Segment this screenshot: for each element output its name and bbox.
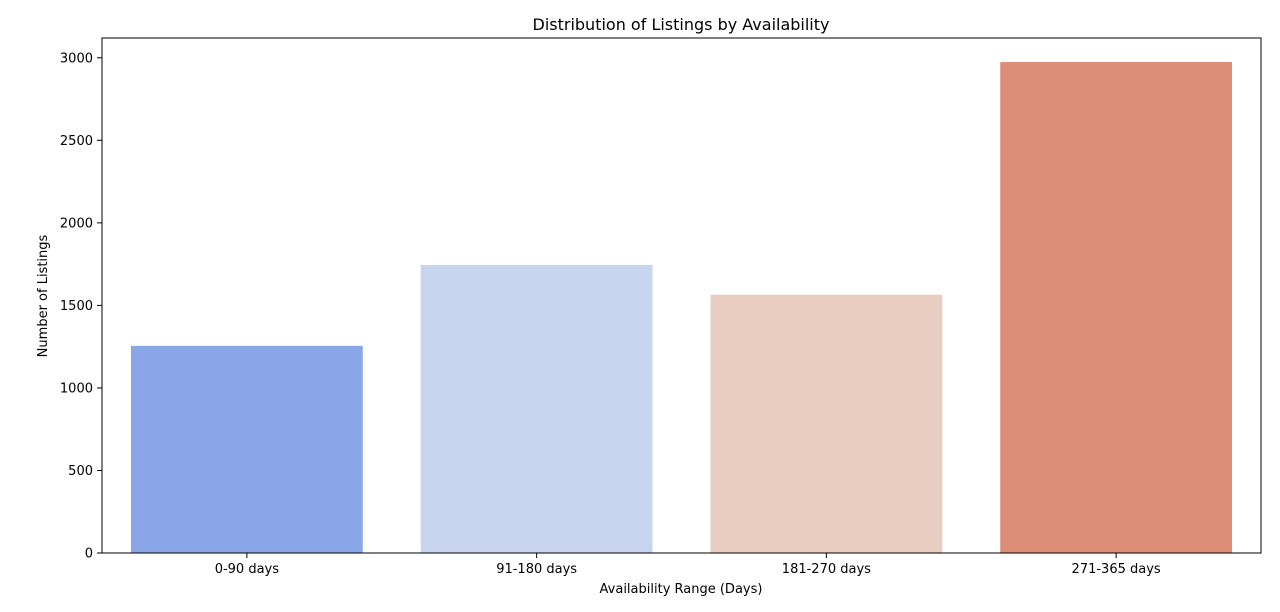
y-tick-label-1: 500: [68, 464, 93, 479]
x-axis-label: Availability Range (Days): [600, 582, 763, 597]
x-tick-label-1: 91-180 days: [496, 562, 577, 577]
y-tick-label-5: 2500: [60, 134, 93, 149]
bar-2: [710, 294, 943, 553]
bar-3: [1000, 61, 1233, 554]
x-tick-label-3: 271-365 days: [1072, 562, 1161, 577]
x-tick-label-0: 0-90 days: [215, 562, 280, 577]
y-tick-label-3: 1500: [60, 299, 93, 314]
plot-area: 0 500 1000 1500 2000 2500 3000 0-90 days 91-180 …: [60, 37, 1262, 577]
y-tick-label-4: 2000: [60, 216, 93, 231]
bar-0: [130, 345, 363, 553]
chart-title: Distribution of Listings by Availability: [533, 15, 830, 34]
y-tick-label-6: 3000: [60, 51, 93, 66]
y-tick-label-0: 0: [85, 547, 93, 562]
x-tick-label-2: 181-270 days: [782, 562, 871, 577]
y-axis-label: Number of Listings: [36, 234, 51, 357]
y-tick-label-2: 1000: [60, 381, 93, 396]
bar-1: [420, 264, 653, 553]
plot-frame: [101, 37, 1262, 554]
